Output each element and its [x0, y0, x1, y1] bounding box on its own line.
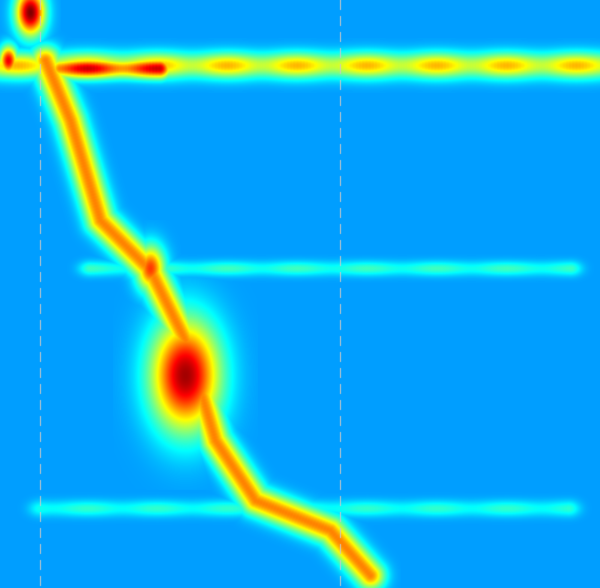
heatmap-canvas [0, 0, 600, 588]
